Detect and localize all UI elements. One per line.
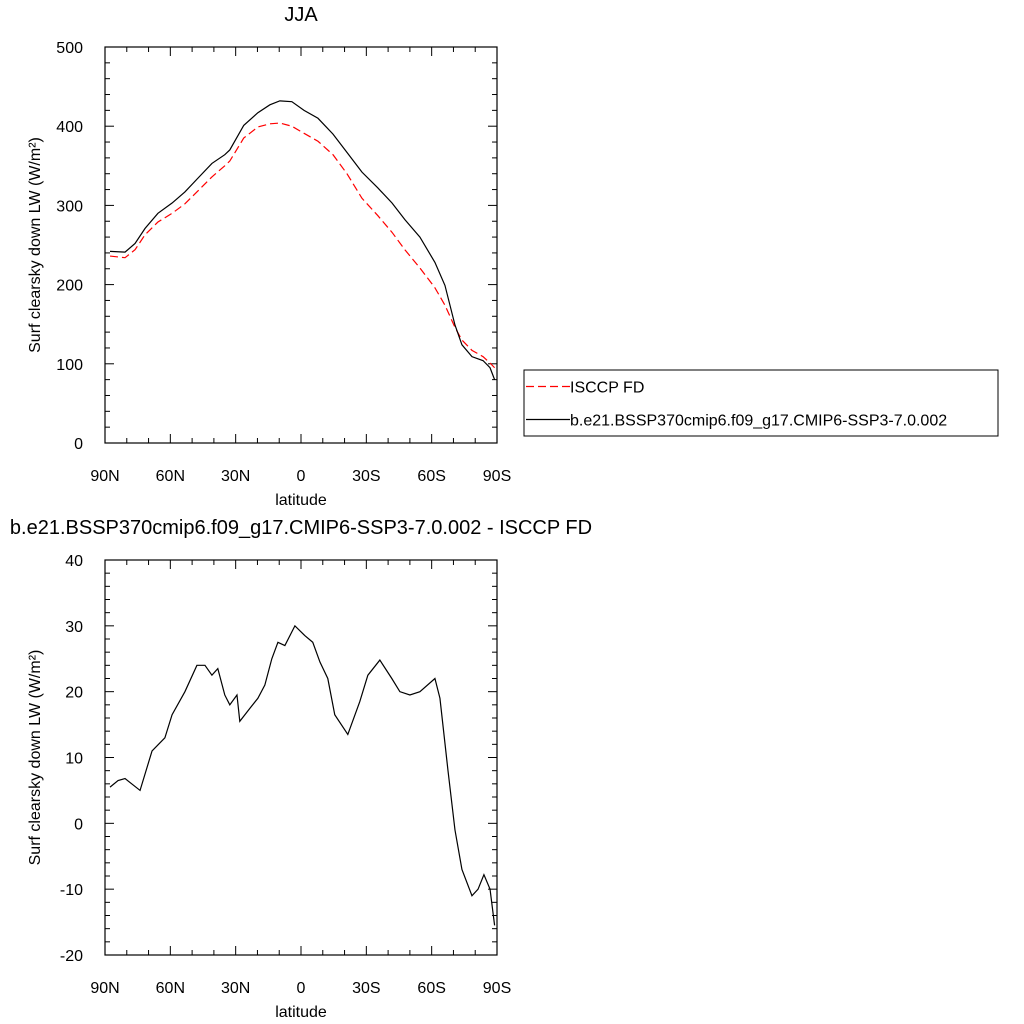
data-line [109,624,496,926]
chart-title: JJA [284,4,318,26]
x-axis-label: latitude [275,492,327,509]
x-tick-label: 0 [297,468,306,485]
x-tick-label: 90S [483,980,511,997]
y-tick-label: 500 [56,40,83,57]
legend-label: b.e21.BSSP370cmip6.f09_g17.CMIP6-SSP3-7.… [570,413,947,430]
plot-frame [104,559,498,956]
y-axis-label: Surf clearsky down LW (W/m²) [27,137,44,353]
data-line [109,100,496,380]
y-axis-label: Surf clearsky down LW (W/m²) [27,650,44,866]
x-tick-label: 60S [417,980,445,997]
x-tick-label: 30S [352,468,380,485]
y-tick-label: 40 [65,553,83,570]
x-tick-label: 60N [156,468,185,485]
plot-frame [104,46,498,444]
legend-box [523,369,999,437]
x-tick-label: 90N [90,468,119,485]
x-tick-label: 0 [297,980,306,997]
y-tick-label: 300 [56,198,83,215]
x-axis-label: latitude [275,1004,327,1021]
y-tick-label: 0 [74,436,83,453]
y-tick-label: -20 [60,948,83,965]
data-line [109,122,496,369]
y-tick-label: -10 [60,882,83,899]
x-tick-label: 90N [90,980,119,997]
y-tick-label: 10 [65,751,83,768]
x-tick-label: 60N [156,980,185,997]
x-tick-label: 90S [483,468,511,485]
x-tick-label: 30N [221,468,250,485]
y-tick-label: 400 [56,119,83,136]
x-tick-label: 30N [221,980,250,997]
y-tick-label: 0 [74,816,83,833]
y-tick-label: 100 [56,357,83,374]
x-tick-label: 30S [352,980,380,997]
y-tick-label: 20 [65,685,83,702]
chart-title: b.e21.BSSP370cmip6.f09_g17.CMIP6-SSP3-7.… [10,517,592,539]
legend-label: ISCCP FD [570,380,644,397]
x-tick-label: 60S [417,468,445,485]
y-tick-label: 30 [65,619,83,636]
y-tick-label: 200 [56,278,83,295]
